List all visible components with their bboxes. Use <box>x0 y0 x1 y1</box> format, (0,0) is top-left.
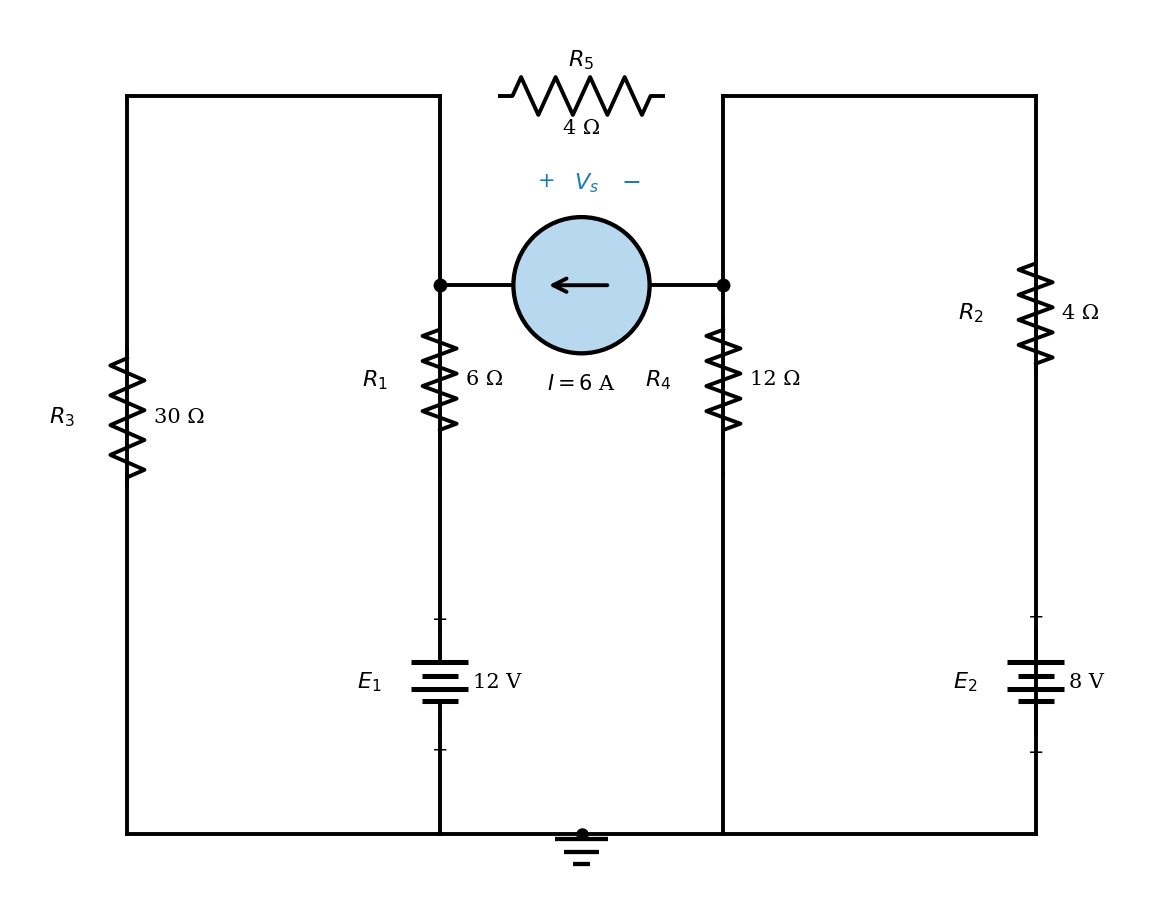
Text: $R_2$: $R_2$ <box>958 302 984 325</box>
Text: $-$: $-$ <box>621 169 641 192</box>
Text: 4 Ω: 4 Ω <box>563 118 600 138</box>
Text: 12 Ω: 12 Ω <box>750 370 800 389</box>
Text: $I = 6$ A: $I = 6$ A <box>547 374 616 394</box>
Text: $R_3$: $R_3$ <box>49 406 76 429</box>
Text: $-$: $-$ <box>431 609 448 627</box>
Text: $R_1$: $R_1$ <box>362 368 387 392</box>
Text: $R_5$: $R_5$ <box>569 48 594 72</box>
Text: 30 Ω: 30 Ω <box>154 408 205 427</box>
Text: $+$: $+$ <box>537 171 555 191</box>
Text: $V_s$: $V_s$ <box>573 171 599 195</box>
Text: 4 Ω: 4 Ω <box>1062 304 1099 323</box>
Text: 8 V: 8 V <box>1069 673 1104 692</box>
Text: $+$: $+$ <box>1027 609 1044 627</box>
Circle shape <box>513 217 650 353</box>
Text: $E_2$: $E_2$ <box>952 670 977 694</box>
Text: $+$: $+$ <box>431 742 448 760</box>
Text: $E_1$: $E_1$ <box>357 670 381 694</box>
Text: $-$: $-$ <box>1027 742 1043 760</box>
Text: $R_4$: $R_4$ <box>645 368 671 392</box>
Text: 6 Ω: 6 Ω <box>466 370 504 389</box>
Text: 12 V: 12 V <box>472 673 521 692</box>
